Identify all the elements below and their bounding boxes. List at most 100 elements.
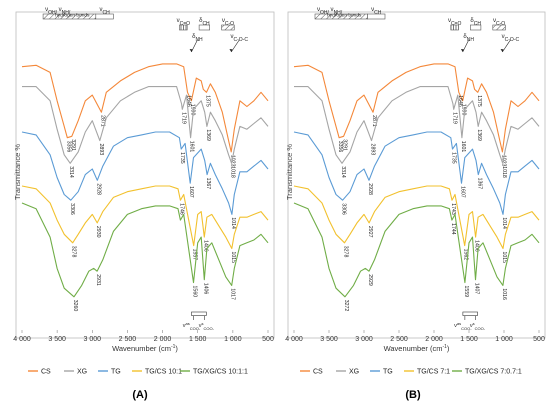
arrow-head [229, 49, 233, 52]
x-tick-label: 2 000 [154, 336, 172, 343]
peak-label: 1406 [474, 240, 480, 252]
legend-label: TG [111, 369, 121, 376]
peak-label: 1406 [202, 283, 208, 295]
arrow-label: δNH [192, 34, 203, 43]
band-box [450, 24, 459, 31]
y-axis-label-b: Transmittance % [285, 144, 294, 200]
peak-label: 1018 [230, 166, 236, 178]
x-tick-label: 3 500 [320, 336, 338, 343]
peak-label: 2893 [98, 144, 104, 156]
band-box [221, 24, 235, 31]
x-tick-label: 4 000 [13, 336, 31, 343]
peak-label: 1015 [501, 251, 507, 263]
peak-label: 1743 [450, 203, 456, 215]
peak-label: 1369 [205, 129, 211, 141]
band-label: νC-O [222, 18, 234, 27]
band-label: δCH [199, 18, 210, 27]
band-box [95, 13, 114, 20]
arrow-label: δNH [463, 34, 474, 43]
peak-label: 1015 [230, 251, 236, 263]
band-sublabel: hydrogen bonds [327, 13, 362, 19]
peak-label: 1406 [202, 240, 208, 252]
legend-label: XG [77, 369, 87, 376]
coo-label: νasCOO- [183, 321, 201, 331]
annotation-arrow [502, 39, 511, 53]
peak-label: 1646 [185, 95, 191, 107]
band-label: νCH [99, 7, 110, 16]
panel-letter-a: (A) [132, 389, 148, 401]
panel-frame-a [15, 11, 275, 339]
band-box [198, 24, 210, 31]
peak-label: 1017 [230, 288, 236, 300]
peak-label: 1607 [188, 186, 194, 198]
x-tick-label: 2 000 [425, 336, 443, 343]
peak-label: 1367 [476, 178, 482, 190]
x-tick-label: 1 000 [224, 336, 242, 343]
band-box [492, 24, 506, 31]
peak-label: 3356 [337, 141, 343, 153]
peak-label: 1735 [451, 152, 457, 164]
x-tick-label: 500 [262, 336, 274, 343]
arrow-head [460, 49, 464, 52]
annotation-arrow [230, 39, 240, 53]
peak-label: 1746 [178, 203, 184, 215]
peak-label: 3272 [343, 300, 349, 312]
peak-label: 1607 [460, 186, 466, 198]
peak-label: 3278 [71, 246, 77, 258]
spectrum-line-a-3 [21, 185, 269, 250]
spectrum-line-b-4 [293, 202, 540, 298]
peak-label: 1016 [501, 288, 507, 300]
x-axis-label-a: Wavenumber (cm-1) [112, 344, 178, 353]
peak-label: 1014 [230, 217, 236, 229]
peak-label: 3306 [341, 203, 347, 215]
coo-label: νasCOO- [454, 321, 472, 331]
legend-label: TG/XG/CS 7:0.7:1 [465, 369, 522, 376]
panel-letter-b: (B) [405, 389, 421, 401]
x-axis-label-b: Wavenumber (cm-1) [384, 344, 450, 353]
peak-label: 1719 [452, 112, 458, 124]
peak-label: 1369 [476, 129, 482, 141]
spectrum-line-b-0 [293, 63, 540, 153]
peak-label: 1719 [180, 112, 186, 124]
spectrum-line-a-0 [21, 63, 269, 153]
peak-label: 2871 [99, 115, 105, 127]
peak-label: 3291 [70, 139, 76, 151]
band-label: νC-O [493, 18, 505, 27]
peak-label: 1735 [179, 152, 185, 164]
legend-label: TG/CS 7:1 [417, 369, 450, 376]
coo-label: νsCOO- [199, 321, 215, 331]
peak-label: 2928 [95, 183, 101, 195]
coo-box [191, 311, 207, 316]
peak-label: 1590 [461, 104, 467, 116]
peak-label: 1646 [457, 95, 463, 107]
band-label: νOH/ νNH/ [317, 7, 343, 16]
peak-label: 2871 [371, 115, 377, 127]
x-tick-label: 1 500 [189, 336, 207, 343]
legend-label: TG/XG/CS 10:1:1 [193, 369, 248, 376]
band-label: δCH [470, 18, 481, 27]
peak-label: 3314 [340, 166, 346, 178]
arrow-head [500, 49, 504, 52]
peak-label: 1590 [189, 104, 195, 116]
peak-label: 1559 [463, 286, 469, 298]
band-box [470, 24, 482, 31]
peak-label: 2893 [369, 144, 375, 156]
peak-label: 3278 [343, 246, 349, 258]
peak-label: 1367 [205, 178, 211, 190]
spectrum-line-a-2 [21, 131, 269, 215]
peak-label: 3291 [342, 139, 348, 151]
peak-label: 3356 [65, 141, 71, 153]
peak-label: 3314 [68, 166, 74, 178]
band-label: νC=O [177, 18, 191, 27]
panel-frame-b [287, 11, 546, 339]
peak-label: 1014 [501, 217, 507, 229]
x-tick-label: 1 500 [460, 336, 478, 343]
spectrum-line-b-2 [293, 131, 540, 215]
peak-label: 1560 [191, 286, 197, 298]
legend-label: TG/CS 10:1 [145, 369, 182, 376]
arrow-label: νC-O-C [231, 34, 249, 43]
y-axis-label-a: Transmittance % [13, 144, 22, 200]
peak-label: 3306 [69, 203, 75, 215]
band-label: νCH [371, 7, 382, 16]
